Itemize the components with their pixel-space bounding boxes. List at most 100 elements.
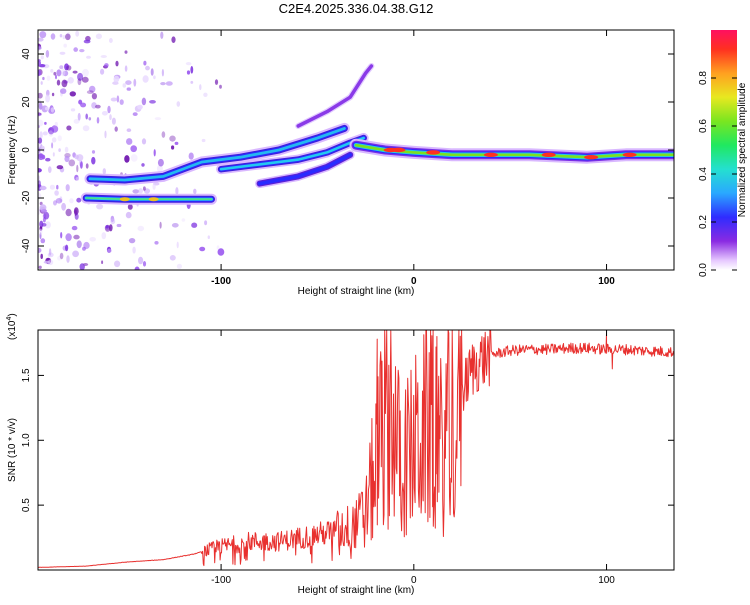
spectrogram-noise-blob [43,260,51,264]
spectrogram-noise-blob [79,263,85,270]
spectrogram-noise-blob [46,75,51,81]
spectrogram-noise-blob [40,81,43,85]
spectrogram-noise-blob [60,88,67,94]
spectrogram-noise-blob [75,30,80,37]
spectrogram-noise-blob [186,70,191,75]
spectrogram-noise-blob [39,31,47,39]
spectrogram-noise-blob [157,158,164,167]
spectrogram-noise-blob [59,34,63,38]
spectrogram-noise-blob [175,187,179,195]
spectrogram-peak [541,152,556,157]
snr-line [38,330,674,568]
spectrogram-peak [426,150,441,155]
spectrogram-noise-blob [42,76,45,81]
colorbar-ticks: 0.0 0.2 0.4 0.6 0.8 [698,71,737,277]
spectrogram-noise-blob [38,102,43,110]
spectrogram-noise-blob [176,101,181,107]
spectrogram-noise-blob [126,128,132,132]
spectrogram-noise-blob [191,222,198,228]
spectrogram-noise-blob [38,153,44,161]
spectrogram-noise-blob [51,125,59,133]
snr-xlabel: Height of straight line (km) [298,585,415,596]
spectrogram-noise-blob [176,241,179,249]
spectrogram-noise-blob [110,218,116,225]
colorbar-tick-label: 0.6 [698,119,709,133]
spectrogram-xtick-label: -100 [211,276,231,287]
spectrogram-xtick-label: 100 [598,276,615,287]
spectrogram-noise-blob [38,265,42,269]
spectrogram-noise-blob [54,190,59,196]
snr-ytick-label: 1.0 [21,433,32,447]
spectrogram-noise-blob [61,202,66,211]
colorbar-tick-label: 0.0 [698,263,709,277]
spectrogram-noise-blob [55,198,63,204]
spectrogram-noise-blob [207,235,210,239]
spectrogram-noise-blob [44,121,47,125]
spectrogram-noise-blob [65,184,70,192]
spectrogram-peak [622,152,637,157]
spectrogram-noise-blob [181,218,186,222]
spectrogram-noise-blob [80,161,83,169]
spectrogram-peak [148,197,159,202]
spectrogram-noise-blob [113,75,120,83]
spectrogram-peak [391,147,406,153]
spectrogram-noise-blob [119,99,124,105]
spectrogram-noise-blob [101,260,104,265]
spectrogram-noise-blob [52,152,55,157]
spectrogram-noise-blob [38,180,41,188]
spectrogram-noise-blob [138,256,144,265]
spectrogram-ytick-label: -40 [21,238,32,253]
spectrogram-noise-blob [51,142,54,149]
spectrogram-noise-blob [105,225,109,229]
spectrogram-noise-blob [83,241,90,250]
spectrogram-noise-blob [141,163,145,167]
spectrogram-noise-blob [43,211,50,220]
spectrogram-noise-blob [126,87,131,91]
spectrogram-noise-blob [62,35,66,40]
colorbar-gradient [711,30,737,270]
spectrogram-ytick-label: 0 [21,147,32,153]
spectrogram-noise-blob [101,232,107,240]
ridge-upper-branch-layer-3 [88,127,346,182]
spectrogram-noise-blob [65,244,69,252]
spectrogram-noise-blob [193,188,197,195]
spectrogram-noise-blob [66,125,72,131]
spectrogram-noise-blob [154,117,162,121]
spectrogram-noise-blob [59,65,64,70]
spectrogram-noise-blob [38,60,41,67]
spectrogram-noise-blob [150,68,154,76]
spectrogram-noise-blob [114,126,118,132]
spectrogram-noise-blob [130,145,137,153]
spectrogram-noise-blob [115,60,119,67]
spectrogram-noise-blob [190,66,194,74]
spectrogram-noise-blob [70,108,76,112]
spectrogram-peak [584,155,599,160]
spectrogram-noise-blob [64,146,69,153]
spectrogram-noise-blob [51,92,55,97]
spectrogram-noise-blob [64,155,70,163]
spectrogram-noise-blob [76,164,79,173]
colorbar-tick-label: 0.2 [698,215,709,229]
spectrogram-marks [38,30,674,270]
spectrogram-noise-blob [159,221,162,229]
spectrogram-noise-blob [40,144,43,150]
spectrogram-noise-blob [102,168,107,175]
spectrogram-peak [119,197,130,202]
spectrogram-noise-blob [38,46,42,50]
spectrogram-noise-blob [132,189,140,194]
spectrogram-noise-blob [160,82,166,86]
spectrogram-noise-blob [134,266,140,270]
spectrogram-noise-blob [83,39,91,44]
spectrogram-noise-blob [38,112,42,117]
spectrogram-noise-blob [40,55,44,60]
spectrogram-noise-blob [116,95,120,103]
spectrogram-noise-blob [75,177,80,181]
spectrogram-noise-blob [130,154,138,162]
spectrogram-noise-blob [161,131,166,138]
spectrogram-noise-blob [188,152,194,160]
snr-xtick-label: -100 [211,575,231,586]
spectrogram-noise-blob [81,76,89,83]
spectrogram-ytick-label: 20 [21,96,32,108]
spectrogram-noise-blob [143,186,146,191]
